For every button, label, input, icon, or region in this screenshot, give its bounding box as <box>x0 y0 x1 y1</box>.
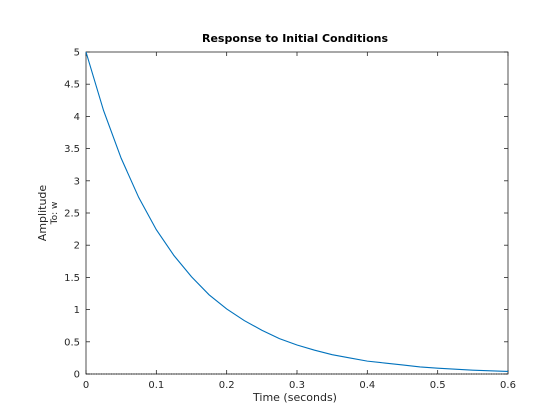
x-tick-label: 0.6 <box>500 380 516 391</box>
x-tick-label: 0.5 <box>430 380 446 391</box>
y-tick-label: 3 <box>74 176 80 187</box>
y-tick-label: 2.5 <box>64 209 80 220</box>
y-tick-label: 2 <box>74 241 80 252</box>
y-tick-label: 1.5 <box>64 273 80 284</box>
x-tick-label: 0.3 <box>289 380 305 391</box>
output-channel-label: To: w <box>50 202 60 226</box>
y-tick-label: 4 <box>74 112 80 123</box>
x-tick-label: 0.2 <box>219 380 235 391</box>
y-tick-label: 1 <box>74 305 80 316</box>
series-line <box>85 51 509 372</box>
y-tick-label: 4.5 <box>64 80 80 91</box>
axes-box <box>85 51 509 375</box>
y-tick-label: 5 <box>74 48 80 59</box>
y-axis-label: Amplitude <box>36 185 49 242</box>
x-tick-label: 0.1 <box>148 380 164 391</box>
x-tick-label: 0 <box>83 380 89 391</box>
axes <box>85 51 509 375</box>
y-axis-ticks: 0 0.5 1 1.5 2 2.5 3 3.5 4 4.5 5 <box>64 48 508 381</box>
x-axis-ticks: 0 0.1 0.2 0.3 0.4 0.5 0.6 <box>83 52 516 391</box>
chart-title: Response to Initial Conditions <box>202 32 388 45</box>
x-tick-label: 0.4 <box>359 380 375 391</box>
y-tick-label: 0.5 <box>64 337 80 348</box>
y-tick-label: 0 <box>74 370 80 381</box>
x-axis-label: Time (seconds) <box>252 391 337 404</box>
y-tick-label: 3.5 <box>64 144 80 155</box>
